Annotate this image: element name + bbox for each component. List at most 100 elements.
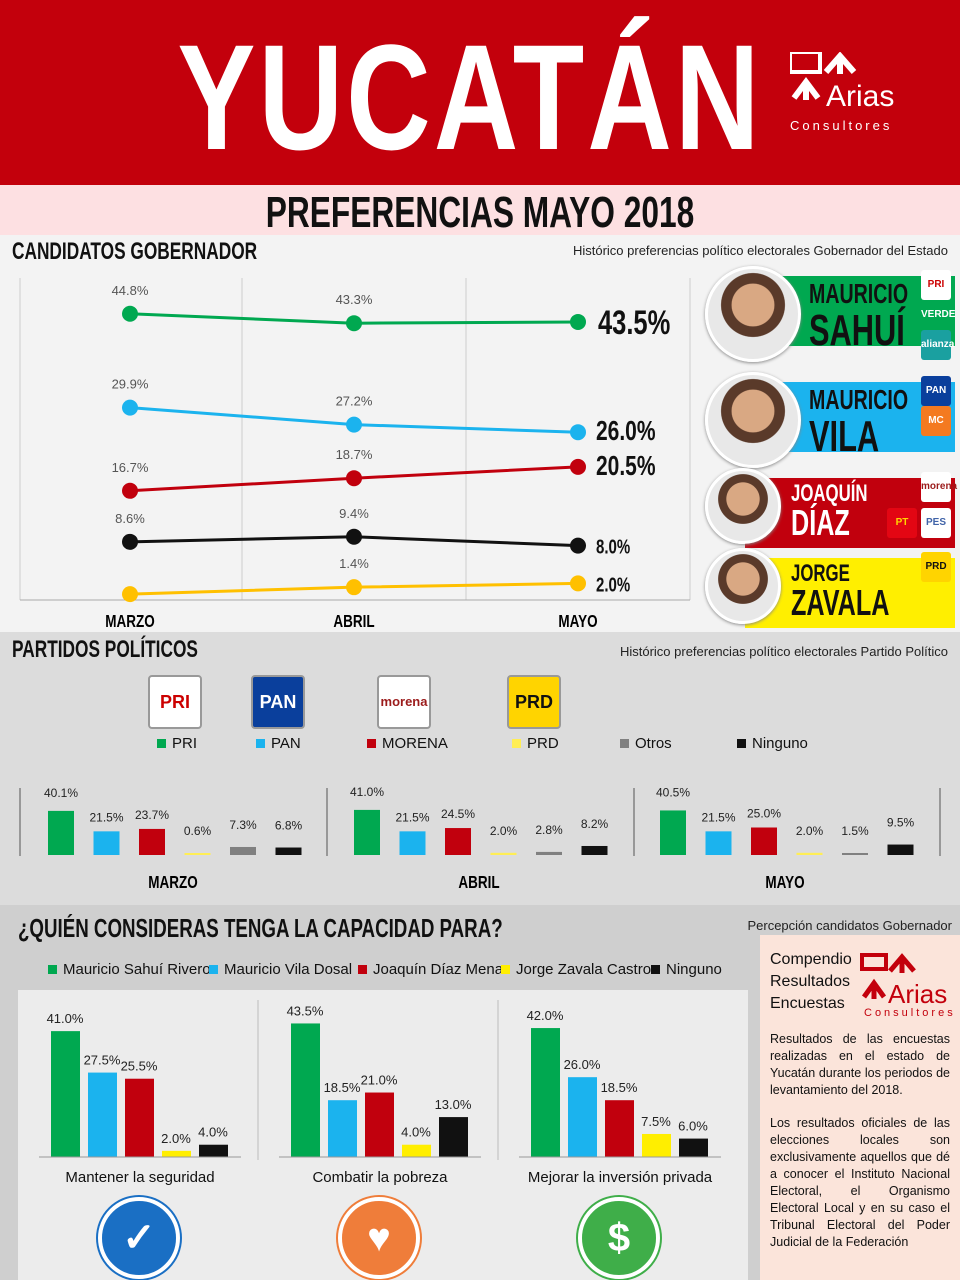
- bar: [51, 1031, 80, 1157]
- data-point: [346, 470, 362, 487]
- end-value-label: 8.0%: [596, 535, 630, 558]
- bar: [162, 1150, 191, 1157]
- bar-value-label: 21.0%: [361, 1073, 398, 1088]
- legend-label: PRD: [527, 735, 559, 752]
- legend-swatch: [620, 739, 629, 748]
- end-value-label: 2.0%: [596, 573, 630, 596]
- candidate-card: MAURICIO VILA PAN MC: [705, 372, 955, 468]
- bar-value-label: 9.5%: [887, 816, 915, 830]
- panel-paragraph-2: Los resultados oficiales de las eleccion…: [770, 1116, 950, 1249]
- logo-subtext: Consultores: [790, 118, 893, 133]
- bar: [88, 1072, 117, 1157]
- parties-bar-chart: 40.1% 21.5% 23.7% 0.6% 7.3% 6.8% MARZO 41.0% 21.…: [19, 785, 941, 893]
- bar: [275, 847, 302, 855]
- legend-label: Jorge Zavala Castro: [516, 961, 652, 978]
- legend-item: Jorge Zavala Castro: [501, 961, 651, 978]
- legend-label: Mauricio Sahuí Rivero: [63, 961, 211, 978]
- bar: [531, 1028, 560, 1157]
- bar-value-label: 0.6%: [184, 824, 212, 838]
- subtitle-band: [0, 185, 960, 235]
- x-tick-label: ABRIL: [333, 612, 374, 631]
- candidate-last-name: DÍAZ: [791, 502, 850, 543]
- bar: [125, 1078, 154, 1157]
- legend-item: Otros: [620, 735, 672, 752]
- bar-value-label: 18.5%: [324, 1080, 361, 1095]
- panel-title-line: Encuestas: [770, 995, 845, 1012]
- bar-value-label: 4.0%: [401, 1125, 431, 1140]
- party-logo-prd: PRD: [507, 675, 561, 729]
- bar-value-label: 25.0%: [747, 807, 781, 821]
- page-title: YUCATÁN: [177, 13, 763, 181]
- category-label: Mejorar la inversión privada: [528, 1169, 713, 1186]
- data-point: [570, 424, 586, 441]
- candidate-card: JOAQUÍN DÍAZ morena PT PES: [705, 468, 957, 554]
- bar-value-label: 40.1%: [44, 786, 78, 800]
- section-subtitle-capacity: Percepción candidatos Gobernador: [747, 918, 952, 933]
- candidate-first-name: JOAQUÍN: [791, 480, 868, 507]
- party-logo-morena: morena: [377, 675, 431, 729]
- panel-logo: Arias Consultores: [860, 953, 960, 1023]
- bar: [581, 845, 608, 855]
- bar: [399, 831, 426, 855]
- end-value-label: 43.5%: [598, 305, 670, 342]
- legend-item: PAN: [256, 735, 301, 752]
- legend-item: MORENA: [367, 735, 448, 752]
- bar: [605, 1100, 634, 1157]
- legend-item: Mauricio Vila Dosal: [209, 961, 352, 978]
- legend-label: Otros: [635, 735, 672, 752]
- section-title-candidates: CANDIDATOS GOBERNADOR: [12, 238, 258, 265]
- category-label: Mantener la seguridad: [65, 1169, 214, 1186]
- bar: [660, 810, 686, 855]
- data-label: 44.8%: [112, 283, 149, 298]
- party-logo-alianza: alianza: [921, 330, 954, 360]
- party-logo-pri: PRI: [148, 675, 202, 729]
- candidate-first-name: JORGE: [791, 560, 850, 587]
- data-point: [122, 482, 138, 499]
- bar-value-label: 4.0%: [198, 1125, 228, 1140]
- bar-value-label: 2.8%: [535, 823, 563, 837]
- bar: [48, 810, 74, 855]
- legend-swatch: [512, 739, 521, 748]
- line-chart: MARZO ABRIL MAYO 44.8% 43.3% 43.5% 29.9% 27.2% 2…: [19, 278, 691, 632]
- data-point: [346, 416, 362, 433]
- bar-value-label: 41.0%: [350, 785, 384, 799]
- bar: [568, 1077, 597, 1157]
- bar: [199, 1144, 228, 1157]
- capacity-bar-chart: 41.0% 27.5% 25.5% 2.0% 4.0% Mantener la segur…: [39, 1000, 721, 1186]
- party-logo-pes: PES: [921, 508, 951, 538]
- bar-value-label: 6.8%: [275, 819, 303, 833]
- bar-value-label: 40.5%: [656, 785, 690, 799]
- bar: [354, 809, 380, 855]
- data-point: [346, 579, 362, 596]
- data-point: [570, 537, 586, 554]
- bar-value-label: 2.0%: [161, 1131, 191, 1146]
- money-hand-icon: $: [578, 1197, 660, 1279]
- group-label: MARZO: [148, 873, 197, 892]
- logo-text: Arias: [826, 80, 895, 113]
- bar: [536, 851, 562, 855]
- party-logo-mc: MC: [921, 406, 951, 436]
- bar: [439, 1117, 468, 1157]
- info-panel: Compendio Resultados Encuestas Arias Con…: [760, 935, 960, 1280]
- data-point: [570, 313, 586, 330]
- bar: [139, 828, 165, 855]
- legend-swatch: [367, 739, 376, 748]
- candidate-photo: [705, 468, 781, 544]
- legend-label: Ninguno: [752, 735, 808, 752]
- arias-logo-icon: [860, 953, 916, 999]
- panel-logo-text: Arias: [888, 979, 948, 1009]
- legend-swatch: [737, 739, 746, 748]
- category-label: Combatir la pobreza: [312, 1169, 448, 1186]
- bar: [887, 844, 914, 855]
- bar: [230, 846, 256, 855]
- heart-hand-icon: ♥: [338, 1197, 420, 1279]
- bar-value-label: 27.5%: [84, 1053, 121, 1068]
- bar-value-label: 21.5%: [701, 810, 735, 824]
- bar-value-label: 23.7%: [135, 808, 169, 822]
- data-point: [570, 458, 586, 475]
- bar-value-label: 18.5%: [601, 1080, 638, 1095]
- bar-value-label: 7.3%: [229, 818, 257, 832]
- data-point: [122, 399, 138, 416]
- panel-logo-subtext: Consultores: [864, 1007, 956, 1019]
- x-tick-label: MAYO: [558, 612, 597, 631]
